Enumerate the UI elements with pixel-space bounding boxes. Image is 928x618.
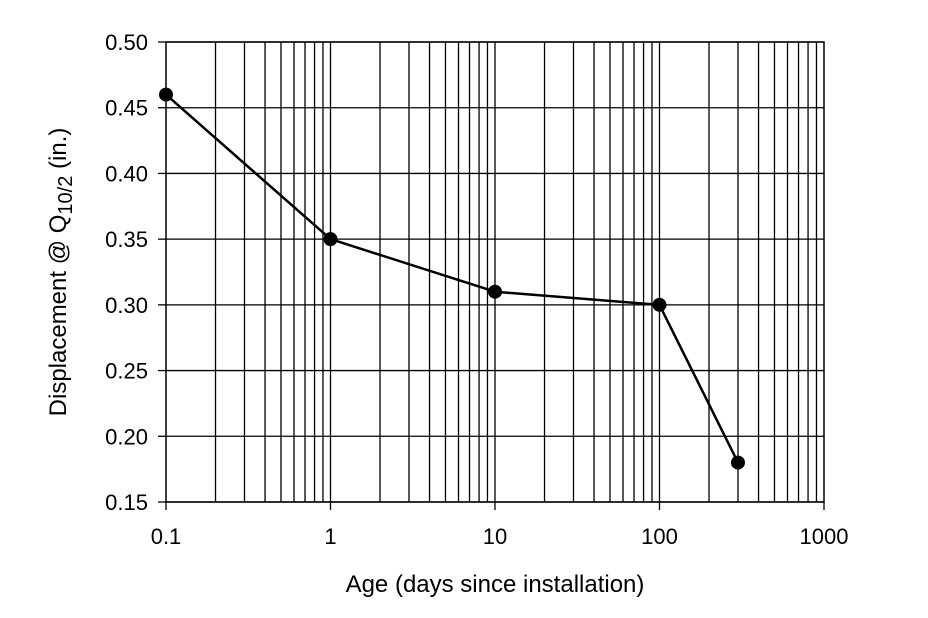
y-tick-label: 0.15 [105, 490, 148, 515]
x-axis-tick-labels: 0.1 1 10 100 1000 [151, 524, 849, 549]
x-tick-label: 1 [324, 524, 336, 549]
data-point-marker [323, 232, 338, 247]
y-tick-label: 0.20 [105, 424, 148, 449]
y-axis-title: Displacement @ Q10/2 (in.) [45, 128, 77, 417]
y-tick-label: 0.50 [105, 30, 148, 55]
y-tick-label: 0.30 [105, 293, 148, 318]
data-point-marker [652, 297, 667, 312]
gridlines [166, 41, 824, 503]
y-axis-tick-labels: 0.15 0.20 0.25 0.30 0.35 0.40 0.45 0.50 [105, 30, 148, 515]
x-tick-label: 0.1 [151, 524, 182, 549]
x-tick-label: 10 [483, 524, 507, 549]
y-tick-label: 0.45 [105, 96, 148, 121]
x-axis-title: Age (days since installation) [346, 571, 645, 598]
y-tick-label: 0.25 [105, 359, 148, 384]
y-tick-label: 0.35 [105, 227, 148, 252]
y-axis-title-subscript: 10/2 [55, 176, 77, 215]
x-tick-label: 1000 [800, 524, 849, 549]
y-axis-title-suffix: (in.) [45, 128, 72, 176]
data-point-markers [159, 87, 745, 470]
y-axis-title-prefix: Displacement @ Q [45, 215, 72, 417]
y-tick-label: 0.40 [105, 161, 148, 186]
data-point-marker [488, 284, 502, 299]
data-point-marker [159, 87, 173, 102]
x-tick-label: 100 [641, 524, 678, 549]
axis-ticks [158, 41, 825, 510]
data-point-marker [730, 455, 745, 470]
